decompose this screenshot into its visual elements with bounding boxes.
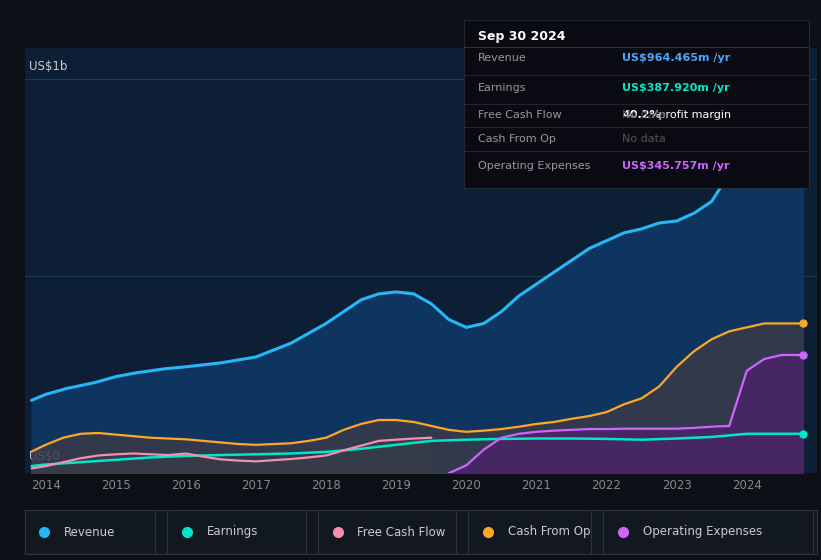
Text: No data: No data (622, 134, 667, 144)
Text: Cash From Op: Cash From Op (508, 525, 590, 539)
Text: Earnings: Earnings (207, 525, 259, 539)
Bar (25, 511, 155, 553)
Text: Free Cash Flow: Free Cash Flow (478, 110, 562, 120)
Text: Sep 30 2024: Sep 30 2024 (478, 30, 565, 43)
Bar (603, 511, 813, 553)
Text: Revenue: Revenue (478, 53, 526, 63)
Text: US$387.920m /yr: US$387.920m /yr (622, 82, 730, 92)
Text: No data: No data (622, 110, 667, 120)
Text: Cash From Op: Cash From Op (478, 134, 556, 144)
Text: US$0: US$0 (29, 450, 59, 463)
Text: profit margin: profit margin (655, 110, 732, 120)
Text: Earnings: Earnings (478, 82, 526, 92)
Text: US$1b: US$1b (29, 60, 67, 73)
Text: Operating Expenses: Operating Expenses (478, 161, 590, 171)
Text: US$345.757m /yr: US$345.757m /yr (622, 161, 730, 171)
Text: US$964.465m /yr: US$964.465m /yr (622, 53, 731, 63)
Text: Operating Expenses: Operating Expenses (643, 525, 762, 539)
Text: Free Cash Flow: Free Cash Flow (357, 525, 446, 539)
Text: 40.2%: 40.2% (622, 110, 661, 120)
Bar (167, 511, 306, 553)
Text: Revenue: Revenue (64, 525, 116, 539)
Bar (468, 511, 591, 553)
Bar (318, 511, 456, 553)
